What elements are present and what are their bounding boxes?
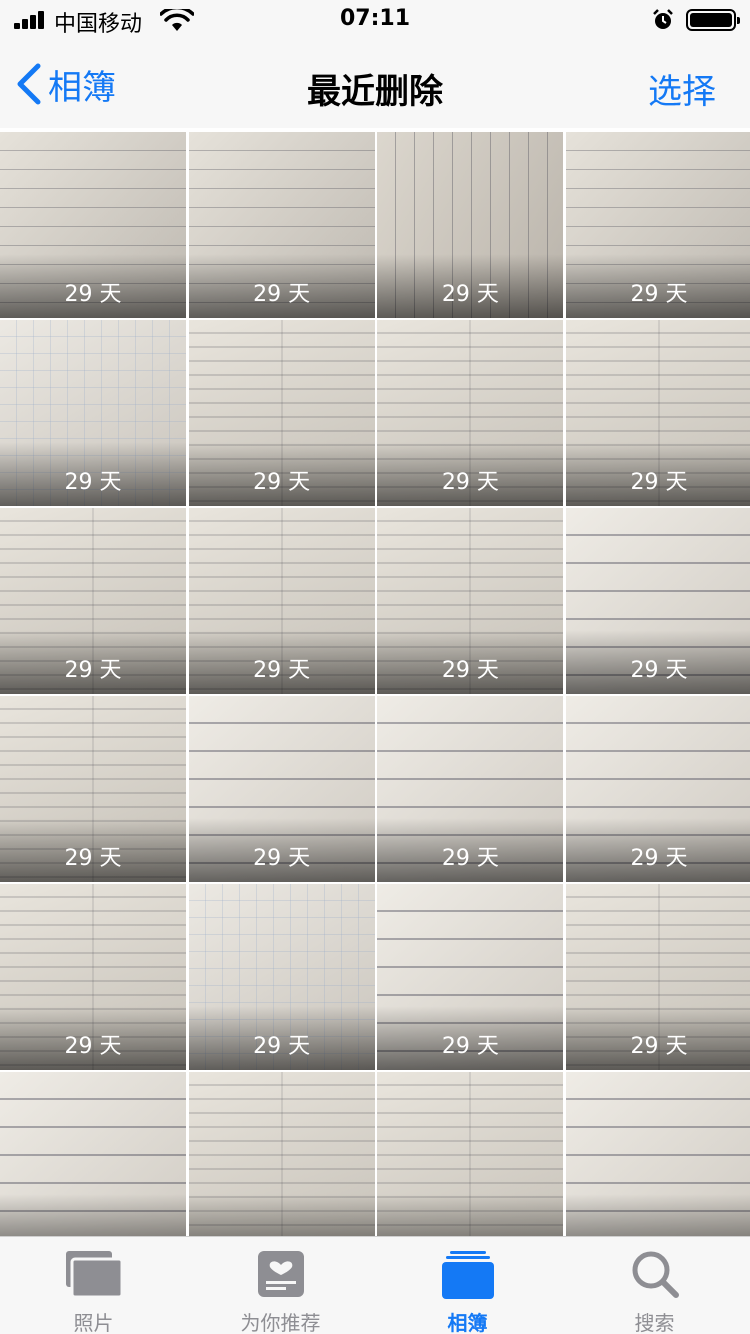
days-remaining-label: 29 天 [253, 282, 311, 307]
photo-shade [188, 254, 375, 318]
photo-thumbnail[interactable]: 29 天 [377, 320, 564, 506]
photo-thumbnail[interactable]: 29 天 [0, 884, 186, 1070]
photo-thumbnail[interactable] [188, 1072, 375, 1236]
tab-for-you-label: 为你推荐 [240, 1311, 321, 1334]
status-time: 07:11 [339, 6, 411, 31]
tab-albums[interactable]: 相簿 [374, 1237, 561, 1334]
photo-shade [188, 818, 375, 882]
photo-shade [0, 630, 186, 694]
photo-thumbnail[interactable]: 29 天 [188, 320, 375, 506]
tab-bar: 照片 为你推荐 相簿 搜索 [0, 1236, 750, 1334]
tab-search-label: 搜索 [634, 1311, 675, 1334]
photo-thumbnail[interactable]: 29 天 [0, 696, 186, 882]
status-bar: 中国移动 07:11 [0, 0, 750, 40]
days-remaining-label: 29 天 [441, 846, 499, 871]
days-remaining-label: 29 天 [630, 470, 688, 495]
days-remaining-label: 29 天 [253, 470, 311, 495]
photo-shade [377, 442, 564, 506]
photo-thumbnail[interactable]: 29 天 [0, 320, 186, 506]
days-remaining-label: 29 天 [630, 658, 688, 683]
photo-shade [188, 1194, 375, 1236]
photo-thumbnail[interactable] [377, 1072, 564, 1236]
days-remaining-label: 29 天 [253, 1034, 311, 1059]
days-remaining-label: 29 天 [64, 846, 122, 871]
carrier-name: 中国移动 [54, 12, 143, 37]
days-remaining-label: 29 天 [441, 470, 499, 495]
photo-shade [566, 630, 750, 694]
tab-albums-label: 相簿 [447, 1311, 488, 1334]
photo-shade [377, 1006, 564, 1070]
select-button[interactable]: 选择 [648, 72, 716, 112]
days-remaining-label: 29 天 [64, 658, 122, 683]
photo-shade [566, 442, 750, 506]
photo-thumbnail[interactable]: 29 天 [0, 508, 186, 694]
days-remaining-label: 29 天 [630, 846, 688, 871]
battery-icon [686, 9, 740, 31]
photo-thumbnail[interactable]: 29 天 [566, 696, 750, 882]
photo-thumbnail[interactable] [566, 1072, 750, 1236]
photo-shade [566, 818, 750, 882]
photo-shade [0, 1194, 186, 1236]
photo-shade [0, 254, 186, 318]
days-remaining-label: 29 天 [64, 470, 122, 495]
back-button[interactable]: 相簿 [14, 60, 116, 108]
photo-thumbnail[interactable]: 29 天 [377, 132, 564, 318]
wifi-icon [160, 9, 194, 31]
photo-thumbnail[interactable]: 29 天 [188, 132, 375, 318]
photo-shade [0, 442, 186, 506]
for-you-icon [257, 1251, 304, 1297]
photo-thumbnail[interactable]: 29 天 [377, 884, 564, 1070]
signal-strength-icon [14, 11, 48, 29]
photo-shade [188, 442, 375, 506]
days-remaining-label: 29 天 [630, 1034, 688, 1059]
days-remaining-label: 29 天 [64, 1034, 122, 1059]
photo-grid[interactable]: 29 天 29 天 29 天 29 天 29 天 29 天 29 天 29 天 29 天 29 天… [0, 132, 750, 1236]
photos-icon [65, 1251, 123, 1299]
tab-search[interactable]: 搜索 [561, 1237, 748, 1334]
days-remaining-label: 29 天 [64, 282, 122, 307]
search-icon [632, 1251, 679, 1298]
photo-thumbnail[interactable]: 29 天 [0, 132, 186, 318]
photo-thumbnail[interactable]: 29 天 [188, 508, 375, 694]
chevron-left-icon [17, 63, 41, 105]
photo-shade [0, 1006, 186, 1070]
photo-thumbnail[interactable]: 29 天 [377, 508, 564, 694]
photo-shade [566, 254, 750, 318]
days-remaining-label: 29 天 [630, 282, 688, 307]
photo-thumbnail[interactable]: 29 天 [566, 320, 750, 506]
photo-thumbnail[interactable]: 29 天 [377, 696, 564, 882]
photo-shade [377, 254, 564, 318]
tab-for-you[interactable]: 为你推荐 [187, 1237, 374, 1334]
photo-shade [377, 630, 564, 694]
photo-thumbnail[interactable]: 29 天 [566, 884, 750, 1070]
photo-shade [377, 818, 564, 882]
days-remaining-label: 29 天 [441, 658, 499, 683]
days-remaining-label: 29 天 [253, 846, 311, 871]
photo-thumbnail[interactable]: 29 天 [188, 884, 375, 1070]
photo-shade [0, 818, 186, 882]
photo-thumbnail[interactable] [0, 1072, 186, 1236]
photo-shade [188, 630, 375, 694]
days-remaining-label: 29 天 [441, 1034, 499, 1059]
photo-shade [377, 1194, 564, 1236]
photo-thumbnail[interactable]: 29 天 [566, 508, 750, 694]
photo-thumbnail[interactable]: 29 天 [188, 696, 375, 882]
tab-photos[interactable]: 照片 [0, 1237, 187, 1334]
back-button-label: 相簿 [48, 67, 116, 108]
photo-shade [188, 1006, 375, 1070]
photo-shade [566, 1006, 750, 1070]
photo-thumbnail[interactable]: 29 天 [566, 132, 750, 318]
navigation-bar: 相簿 最近删除 选择 [0, 40, 750, 128]
tab-photos-label: 照片 [73, 1311, 114, 1334]
days-remaining-label: 29 天 [253, 658, 311, 683]
photo-shade [566, 1194, 750, 1236]
albums-icon [441, 1251, 494, 1299]
alarm-icon [653, 9, 673, 29]
days-remaining-label: 29 天 [441, 282, 499, 307]
